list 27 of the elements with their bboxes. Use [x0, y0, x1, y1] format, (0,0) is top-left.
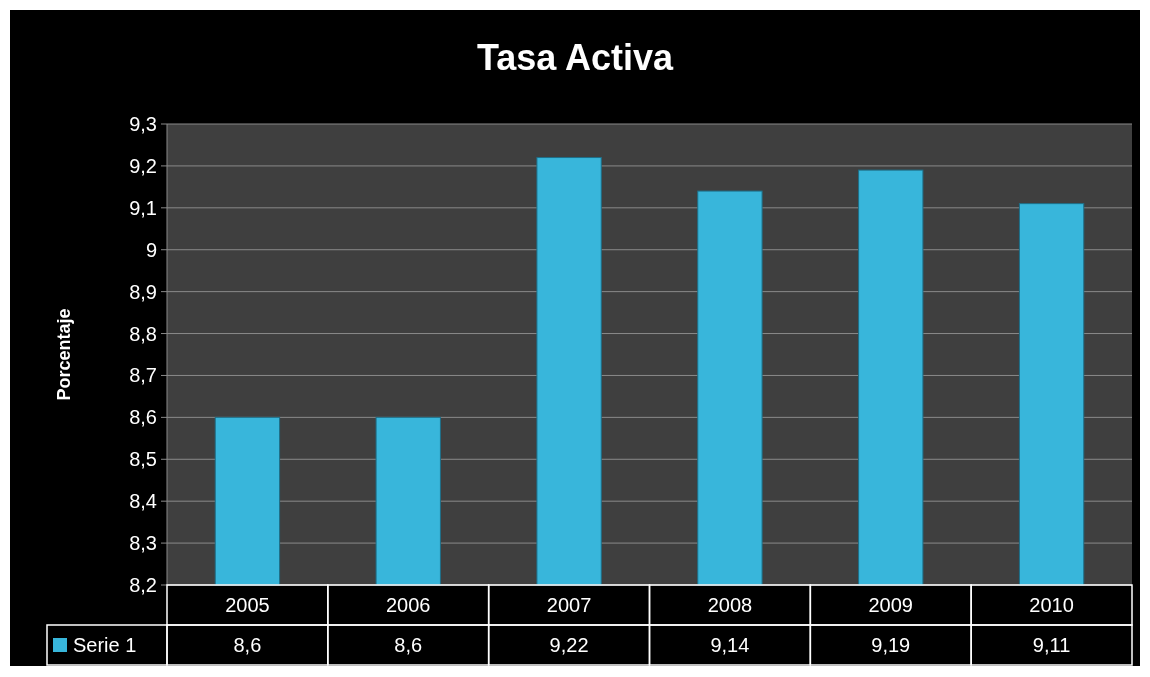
chart-title: Tasa Activa: [476, 37, 675, 78]
data-label: 9,19: [871, 634, 911, 656]
y-tick-label: 8,5: [129, 448, 157, 471]
y-tick-label: 9,1: [129, 196, 157, 219]
y-tick-label: 9: [145, 238, 157, 261]
x-tick-label: 2006: [386, 594, 431, 616]
data-label: 8,6: [394, 634, 423, 656]
data-label: 9,11: [1032, 634, 1071, 656]
y-tick-label: 8,6: [129, 406, 157, 429]
y-tick-label: 9,3: [129, 113, 157, 135]
data-label: 8,6: [233, 634, 262, 656]
y-tick-label: 8,8: [129, 322, 157, 345]
x-tick-label: 2009: [868, 594, 913, 616]
x-tick-label: 2008: [707, 594, 753, 616]
y-axis-title: Porcentaje: [54, 308, 74, 401]
x-tick-label: 2005: [225, 594, 270, 616]
x-tick-label: 2010: [1029, 594, 1074, 616]
legend-label: Serie 1: [73, 634, 137, 656]
y-tick-label: 8,4: [129, 490, 157, 513]
data-label: 9,14: [710, 634, 750, 656]
x-tick-label: 2007: [546, 594, 592, 616]
data-label: 9,22: [549, 634, 589, 656]
y-tick-label: 8,7: [129, 364, 157, 387]
y-tick-label: 8,3: [129, 532, 157, 555]
y-tick-label: 8,2: [129, 574, 157, 596]
y-tick-label: 8,9: [129, 280, 157, 303]
y-tick-label: 9,2: [129, 154, 157, 177]
